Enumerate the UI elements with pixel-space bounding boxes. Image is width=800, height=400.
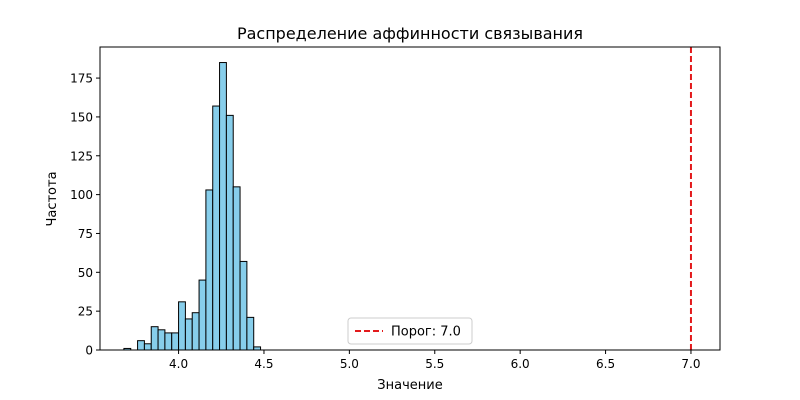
- histogram-bar: [143, 343, 152, 351]
- y-tick-label: 175: [70, 72, 93, 86]
- histogram-bar: [212, 105, 221, 351]
- y-tick-label: 100: [70, 188, 93, 202]
- x-tick-label: 6.0: [511, 357, 530, 371]
- x-tick-label: 6.5: [596, 357, 615, 371]
- x-tick-label: 4.5: [254, 357, 273, 371]
- legend: Порог: 7.0: [347, 317, 473, 345]
- histogram-bar: [225, 114, 234, 351]
- histogram-bar: [232, 186, 241, 351]
- histogram-bar: [171, 332, 180, 351]
- y-tick-label: 75: [78, 227, 93, 241]
- y-tick-label: 150: [70, 110, 93, 124]
- histogram-bar: [137, 340, 145, 351]
- legend-box: [347, 317, 473, 345]
- y-tick-label: 0: [85, 344, 93, 358]
- x-tick-label: 4.0: [169, 357, 188, 371]
- legend-threshold-label: Порог: 7.0: [391, 325, 461, 340]
- histogram-bar: [164, 332, 173, 351]
- x-tick-label: 5.5: [425, 357, 444, 371]
- histogram-bar: [150, 326, 159, 351]
- histogram-bars: [123, 62, 262, 351]
- x-axis: 4.0 4.5 5.0 5.5 6.0 6.5 7.0: [169, 350, 701, 371]
- histogram-bar: [219, 62, 227, 351]
- histogram-bar: [178, 301, 186, 351]
- histogram-bar: [205, 189, 214, 351]
- x-tick-label: 7.0: [681, 357, 700, 371]
- histogram-bar: [239, 260, 248, 351]
- histogram-bar: [157, 329, 166, 351]
- y-tick-label: 50: [78, 266, 93, 280]
- histogram-bar: [198, 279, 207, 351]
- chart-title: Распределение аффинности связывания: [237, 24, 583, 43]
- y-tick-label: 125: [70, 149, 93, 163]
- y-tick-label: 25: [78, 305, 93, 319]
- histogram-bar: [246, 316, 255, 351]
- y-axis-title: Частота: [45, 171, 60, 226]
- x-axis-title: Значение: [377, 378, 442, 393]
- histogram-bar: [184, 318, 193, 351]
- y-axis: 0 25 50 75 100 125 150 175: [70, 72, 100, 358]
- plot-area-frame: [99, 46, 721, 351]
- x-tick-label: 5.0: [340, 357, 359, 371]
- histogram-bar: [191, 312, 200, 351]
